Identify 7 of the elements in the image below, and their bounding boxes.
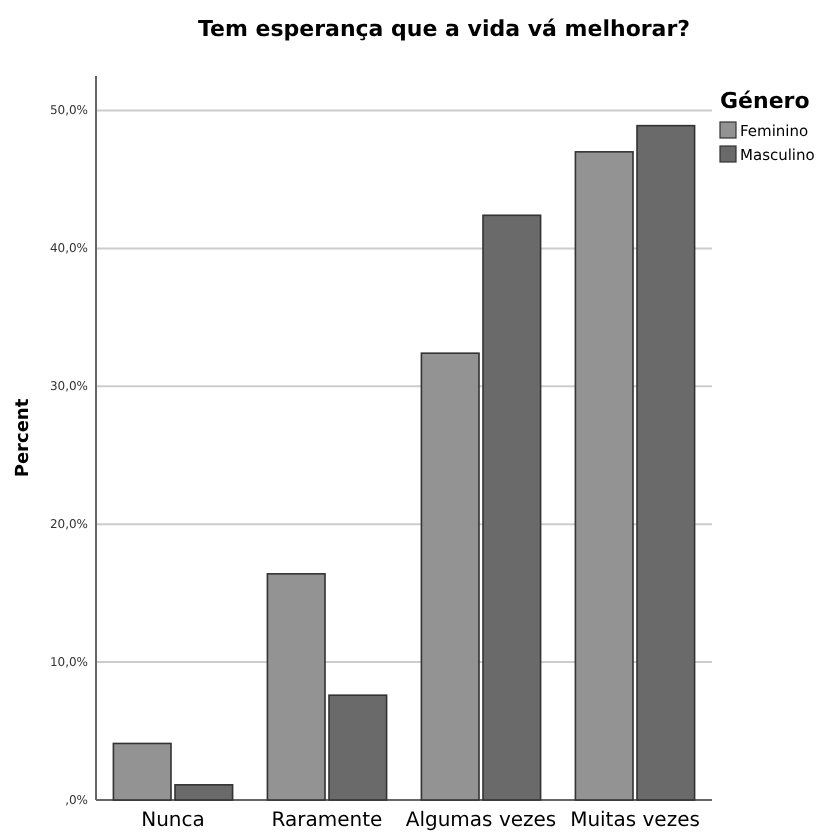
legend-title: Género [720,88,811,114]
chart-title: Tem esperança que a vida vá melhorar? [197,16,691,42]
x-tick-label: Nunca [141,810,205,832]
y-axis-title: Percent [14,397,34,478]
x-tick-label: Raramente [271,810,383,832]
x-tick-label: Muitas vezes [570,810,700,832]
x-tick-label: Algumas vezes [405,810,557,832]
